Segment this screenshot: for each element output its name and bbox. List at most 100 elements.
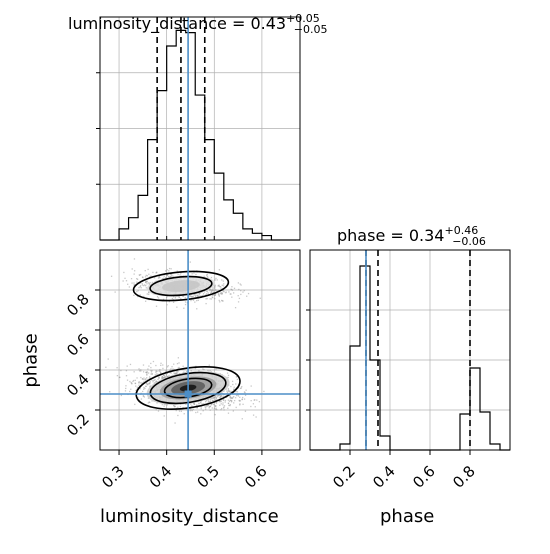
scatter-point [219, 400, 221, 402]
scatter-point [231, 286, 233, 288]
scatter-point [152, 381, 154, 383]
scatter-point [230, 385, 232, 388]
scatter-point [200, 402, 202, 404]
x-tick-label: 0.4 [146, 462, 176, 492]
scatter-point [146, 371, 148, 373]
scatter-point [211, 289, 213, 291]
y-tick-label: 0.4 [63, 370, 93, 400]
scatter-point [199, 401, 202, 403]
scatter-point [242, 403, 244, 405]
scatter-point [220, 397, 222, 399]
scatter-point [203, 275, 205, 277]
scatter-point [138, 381, 140, 383]
scatter-point [189, 295, 192, 298]
scatter-point [193, 294, 196, 296]
scatter-point [134, 379, 136, 382]
scatter-point [116, 375, 119, 377]
scatter-point [146, 374, 148, 376]
scatter-point [158, 276, 160, 278]
scatter-point [151, 400, 153, 402]
scatter-point [228, 391, 230, 393]
title-upper: +0.05 [286, 12, 320, 25]
scatter-point [214, 287, 216, 289]
scatter-point [133, 273, 135, 275]
scatter-point [218, 284, 220, 286]
scatter-point [204, 401, 207, 403]
scatter-point [138, 370, 141, 372]
scatter-point [228, 404, 230, 407]
title-upper: +0.46 [444, 224, 479, 237]
scatter-point [206, 290, 208, 292]
scatter-point [183, 307, 185, 309]
scatter-point [147, 383, 149, 386]
scatter-point [220, 395, 223, 397]
scatter-point [202, 293, 205, 295]
scatter-point [156, 296, 159, 298]
scatter-point [153, 277, 156, 279]
scatter-point [214, 293, 217, 295]
scatter-point [146, 293, 148, 295]
scatter-point [137, 295, 139, 298]
scatter-point [223, 399, 225, 401]
scatter-point [220, 407, 223, 410]
scatter-point [227, 407, 229, 409]
scatter-point [151, 373, 153, 375]
scatter-point [154, 374, 156, 376]
scatter-point [165, 403, 167, 406]
scatter-point [140, 287, 142, 289]
scatter-point [161, 277, 164, 280]
scatter-point [222, 290, 224, 292]
scatter-point [191, 409, 193, 411]
joint-truth-marker [184, 390, 192, 398]
scatter-point [215, 289, 217, 292]
scatter-point [195, 295, 197, 298]
scatter-point [259, 297, 261, 299]
scatter-point [199, 292, 201, 294]
scatter-point [135, 385, 137, 387]
scatter-point [144, 269, 146, 272]
scatter-point [148, 291, 150, 294]
scatter-point [140, 398, 143, 400]
scatter-point [246, 295, 248, 297]
scatter-point [239, 400, 242, 402]
hist2-grid [310, 250, 510, 450]
scatter-point [178, 366, 180, 369]
joint-frame [99, 249, 301, 451]
scatter-point [239, 404, 241, 406]
scatter-point [227, 376, 229, 379]
scatter-point [133, 258, 136, 260]
scatter-point [147, 402, 149, 404]
scatter-point [217, 293, 219, 295]
scatter-point [188, 295, 190, 298]
scatter-point [201, 403, 203, 405]
scatter-point [155, 373, 158, 375]
title-prefix: phase = [337, 226, 409, 245]
scatter-point [207, 399, 209, 401]
scatter-point [200, 413, 202, 415]
scatter-point [235, 376, 238, 378]
scatter-point [237, 295, 239, 297]
scatter-point [238, 400, 241, 402]
scatter-point [171, 366, 173, 368]
scatter-point [209, 401, 211, 403]
scatter-point [222, 280, 224, 282]
scatter-point [222, 289, 224, 292]
scatter-point [152, 360, 155, 363]
scatter-point [214, 413, 216, 416]
scatter-point [210, 298, 213, 300]
scatter-point [229, 395, 231, 397]
scatter-point [232, 383, 234, 386]
scatter-point [149, 376, 151, 378]
scatter-point [148, 382, 150, 384]
scatter-point [180, 410, 183, 412]
scatter-point [126, 379, 129, 381]
scatter-point [131, 268, 133, 270]
scatter-point [222, 395, 224, 397]
scatter-point [146, 281, 148, 283]
scatter-point [172, 295, 175, 298]
scatter-point [195, 404, 197, 406]
scatter-point [208, 399, 210, 401]
scatter-point [173, 368, 175, 371]
scatter-point [157, 373, 159, 375]
scatter-point [230, 401, 233, 403]
